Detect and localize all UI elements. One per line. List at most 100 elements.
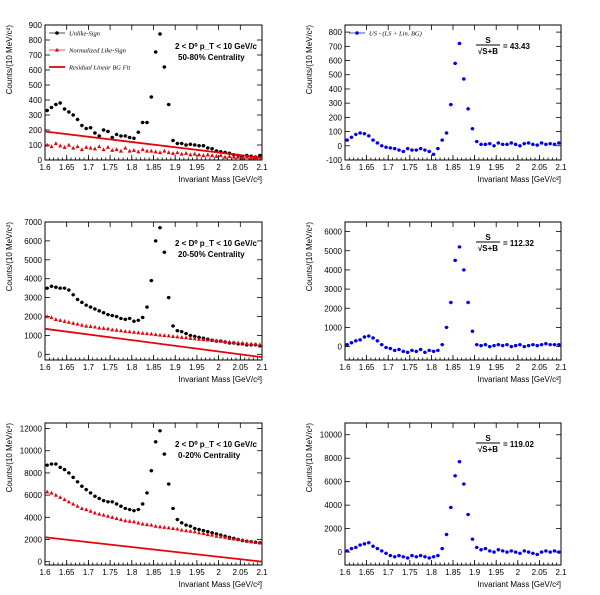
- data-point: [62, 286, 67, 290]
- data-point-triangle: [84, 145, 89, 149]
- x-tick-label: 1.8: [126, 163, 138, 172]
- data-point-triangle: [110, 515, 115, 519]
- data-point: [132, 136, 136, 140]
- annotation-kinematics: 2 < D⁰ p_T < 10 GeV/c: [175, 42, 257, 51]
- data-point: [362, 335, 367, 339]
- bg-fit-line: [45, 536, 262, 563]
- data-point: [557, 141, 561, 145]
- y-tick-label: 6000: [324, 478, 342, 487]
- data-point: [175, 517, 180, 522]
- data-point-triangle: [257, 540, 262, 545]
- data-point-triangle: [166, 150, 171, 155]
- x-tick-label: 1.7: [83, 163, 95, 172]
- x-tick-label: 1.75: [102, 568, 118, 577]
- y-tick-label: 2000: [324, 304, 342, 313]
- x-tick-label: 1.7: [383, 163, 395, 172]
- data-point: [431, 349, 436, 354]
- data-point-triangle: [240, 155, 245, 160]
- data-point-triangle: [166, 525, 171, 530]
- data-point-triangle: [205, 337, 210, 342]
- x-tick-label: 1.85: [445, 363, 461, 372]
- data-point: [171, 324, 175, 328]
- data-point-triangle: [66, 319, 71, 324]
- data-point: [166, 102, 171, 107]
- chart-panel-6: 1.6 1.65 1.7 1.75 1.8 1.85 1.9 1.95 2 2.05 2.1 0 200…: [305, 422, 567, 589]
- data-point-triangle: [153, 332, 158, 337]
- data-point: [166, 295, 171, 300]
- data-point-triangle: [45, 314, 50, 319]
- x-tick-label: 1.95: [189, 363, 205, 372]
- legend: US - (LS + Lin. BG): [349, 31, 422, 38]
- data-point: [479, 142, 483, 147]
- data-point: [466, 512, 470, 517]
- data-point: [206, 530, 210, 534]
- annotation-kinematics: 2 < D⁰ p_T < 10 GeV/c: [175, 239, 257, 248]
- data-point: [518, 144, 522, 148]
- x-tick-label: 1.7: [83, 363, 95, 372]
- y-tick-label: 8000: [324, 454, 342, 463]
- data-point: [380, 549, 384, 553]
- data-point: [557, 342, 561, 347]
- y-tick-label: 500: [29, 81, 43, 90]
- data-point: [358, 131, 362, 135]
- data-point-triangle: [140, 521, 145, 526]
- data-point: [106, 312, 110, 317]
- data-point: [67, 471, 71, 475]
- data-point-triangle: [153, 149, 158, 154]
- data-point: [483, 546, 488, 551]
- data-point: [392, 555, 397, 559]
- data-point: [367, 334, 371, 338]
- y-tick-label: 700: [29, 51, 43, 60]
- x-tick-label: 1.75: [402, 163, 418, 172]
- data-point: [414, 555, 418, 559]
- x-tick-label: 1.8: [126, 568, 138, 577]
- y-axis-title: Counts/(10 MeV/c²): [5, 25, 14, 95]
- x-tick-label: 1.9: [170, 163, 182, 172]
- data-point: [535, 552, 539, 557]
- x-tick-label: 1.6: [39, 568, 51, 577]
- x-tick-label: 1.65: [359, 163, 375, 172]
- significance-value: = 112.32: [503, 239, 534, 248]
- chart-panel-4: 1.6 1.65 1.7 1.75 1.8 1.85 1.9 1.95 2 2.05 2.1 0 100…: [305, 221, 567, 384]
- data-point: [388, 146, 393, 150]
- y-tick-label: 12000: [20, 425, 43, 434]
- data-point: [518, 551, 522, 555]
- data-point: [110, 135, 114, 140]
- data-point-triangle: [131, 330, 136, 334]
- plot-area: [345, 460, 561, 560]
- y-tick-label: 100: [29, 141, 43, 150]
- data-point: [371, 336, 375, 340]
- data-point-triangle: [158, 332, 163, 337]
- data-point-triangle: [144, 522, 149, 527]
- data-point-triangle: [240, 537, 245, 542]
- data-point: [500, 549, 505, 553]
- data-point: [149, 469, 154, 473]
- data-point: [518, 342, 522, 347]
- data-point: [162, 65, 167, 69]
- data-point: [67, 110, 71, 114]
- x-tick-label: 1.75: [102, 363, 118, 372]
- data-point-triangle: [53, 492, 58, 497]
- data-point: [488, 141, 492, 146]
- data-point: [158, 429, 162, 433]
- y-tick-label: 0: [38, 350, 43, 359]
- bg-fit-line: [45, 327, 262, 359]
- data-point: [67, 288, 71, 292]
- data-point: [462, 77, 466, 81]
- data-point: [93, 307, 97, 311]
- data-point-triangle: [71, 320, 76, 325]
- data-point: [466, 300, 470, 305]
- x-tick-label: 1.85: [146, 363, 162, 372]
- y-tick-label: 0: [338, 142, 343, 151]
- data-point: [210, 147, 214, 151]
- x-tick-label: 1.7: [83, 568, 95, 577]
- data-point: [526, 141, 531, 145]
- y-tick-label: 0: [338, 548, 343, 557]
- data-point: [388, 346, 393, 351]
- chart-panel-2: 1.6 1.65 1.7 1.75 1.8 1.85 1.9 1.95 2 2.05 2.1 -100…: [305, 24, 567, 184]
- data-point: [153, 50, 158, 54]
- data-point-triangle: [166, 333, 171, 338]
- data-point: [158, 225, 162, 230]
- data-point-triangle: [71, 501, 76, 506]
- data-point-triangle: [188, 152, 193, 157]
